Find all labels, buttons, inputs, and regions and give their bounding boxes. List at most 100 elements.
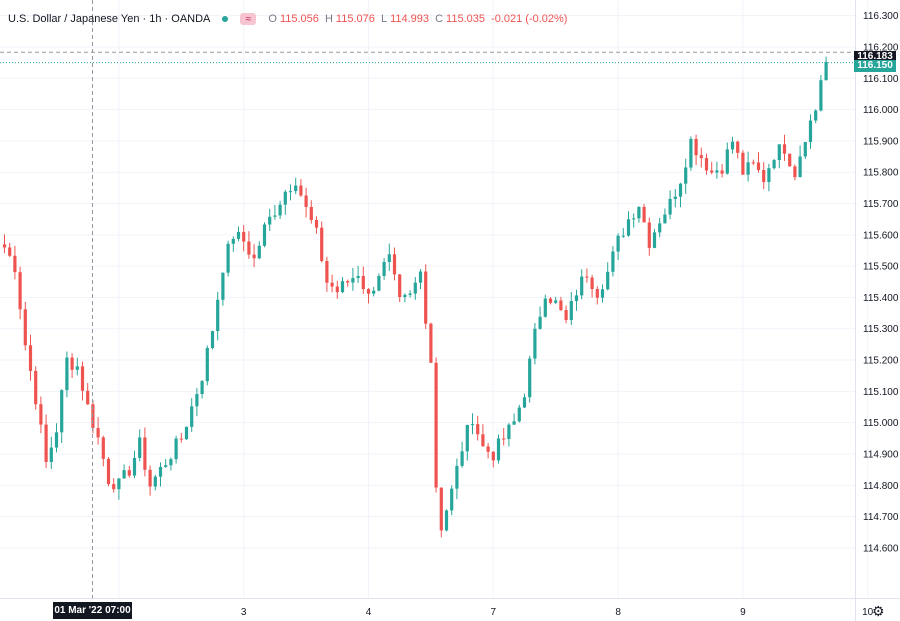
candle[interactable] xyxy=(694,134,698,166)
candle[interactable] xyxy=(132,450,137,479)
candle[interactable] xyxy=(751,159,755,166)
candle[interactable] xyxy=(195,387,199,417)
candle[interactable] xyxy=(632,213,636,228)
candle[interactable] xyxy=(294,177,298,195)
candle[interactable] xyxy=(808,114,813,149)
candle[interactable] xyxy=(465,424,469,461)
candle[interactable] xyxy=(814,109,818,124)
candle[interactable] xyxy=(262,222,267,248)
candle[interactable] xyxy=(595,286,599,305)
candle[interactable] xyxy=(86,382,90,405)
candle[interactable] xyxy=(101,435,105,467)
candle[interactable] xyxy=(455,458,459,500)
candle[interactable] xyxy=(70,353,74,379)
candle[interactable] xyxy=(502,428,506,446)
candle[interactable] xyxy=(221,272,225,306)
candle[interactable] xyxy=(231,236,235,252)
candle[interactable] xyxy=(725,142,729,175)
candle[interactable] xyxy=(403,293,407,303)
candle[interactable] xyxy=(169,457,173,471)
candle[interactable] xyxy=(184,426,189,440)
candle[interactable] xyxy=(356,265,360,283)
candle[interactable] xyxy=(528,355,532,403)
candle[interactable] xyxy=(522,393,527,409)
candle[interactable] xyxy=(75,357,79,376)
candle[interactable] xyxy=(507,423,511,447)
candle[interactable] xyxy=(439,487,443,538)
candle[interactable] xyxy=(517,404,521,423)
candle[interactable] xyxy=(533,322,537,365)
candle[interactable] xyxy=(28,334,33,381)
candle[interactable] xyxy=(585,268,589,283)
candle[interactable] xyxy=(652,228,657,249)
candle[interactable] xyxy=(283,190,287,215)
candle[interactable] xyxy=(736,140,740,159)
candle[interactable] xyxy=(117,478,121,500)
candle[interactable] xyxy=(658,217,662,238)
candle[interactable] xyxy=(782,134,787,161)
candle[interactable] xyxy=(205,345,209,386)
candle[interactable] xyxy=(616,233,620,261)
candle[interactable] xyxy=(569,292,573,326)
candle[interactable] xyxy=(424,264,428,330)
candle[interactable] xyxy=(689,136,693,171)
candle[interactable] xyxy=(49,436,53,469)
candle[interactable] xyxy=(44,414,48,468)
candle[interactable] xyxy=(554,296,558,305)
candle[interactable] xyxy=(699,147,703,168)
candle[interactable] xyxy=(158,462,163,487)
candle[interactable] xyxy=(346,279,350,287)
candle[interactable] xyxy=(23,301,27,351)
candle[interactable] xyxy=(720,163,724,178)
candle[interactable] xyxy=(600,284,605,303)
candle[interactable] xyxy=(210,330,215,350)
candle[interactable] xyxy=(408,290,412,298)
candle[interactable] xyxy=(304,187,308,218)
gear-icon[interactable]: ⚙ xyxy=(872,603,885,619)
candle[interactable] xyxy=(252,244,256,268)
candle[interactable] xyxy=(580,269,584,300)
candle[interactable] xyxy=(704,153,709,175)
candle[interactable] xyxy=(434,357,438,493)
candle[interactable] xyxy=(756,152,761,173)
candle[interactable] xyxy=(803,141,807,159)
candle[interactable] xyxy=(387,243,391,271)
candle[interactable] xyxy=(574,289,579,311)
candle[interactable] xyxy=(2,234,7,254)
candle[interactable] xyxy=(538,306,542,330)
candle[interactable] xyxy=(564,305,568,324)
candle[interactable] xyxy=(626,211,631,237)
candle[interactable] xyxy=(559,296,563,312)
candle[interactable] xyxy=(715,161,719,179)
candle[interactable] xyxy=(34,366,38,410)
candle[interactable] xyxy=(366,288,371,304)
candle[interactable] xyxy=(106,457,111,487)
candle[interactable] xyxy=(226,240,230,277)
candle[interactable] xyxy=(18,266,22,320)
candle[interactable] xyxy=(164,459,168,468)
candle[interactable] xyxy=(798,145,802,178)
candle[interactable] xyxy=(200,379,204,399)
candle[interactable] xyxy=(741,150,745,175)
candle[interactable] xyxy=(621,228,625,238)
candle[interactable] xyxy=(678,182,683,208)
candle[interactable] xyxy=(60,389,64,443)
candle[interactable] xyxy=(543,294,547,318)
candle[interactable] xyxy=(824,56,828,81)
candle[interactable] xyxy=(288,184,293,201)
waves-icon[interactable]: ≈ xyxy=(240,13,257,25)
candle[interactable] xyxy=(663,208,667,224)
candle[interactable] xyxy=(361,266,365,294)
candle[interactable] xyxy=(148,465,152,496)
candle[interactable] xyxy=(190,398,194,432)
candle[interactable] xyxy=(762,162,766,190)
candle[interactable] xyxy=(314,216,319,234)
candle[interactable] xyxy=(320,221,324,263)
candle[interactable] xyxy=(335,280,339,299)
candle[interactable] xyxy=(470,413,475,435)
candle[interactable] xyxy=(268,208,272,231)
candle[interactable] xyxy=(637,206,641,223)
candle[interactable] xyxy=(112,478,116,493)
candle[interactable] xyxy=(65,351,69,398)
